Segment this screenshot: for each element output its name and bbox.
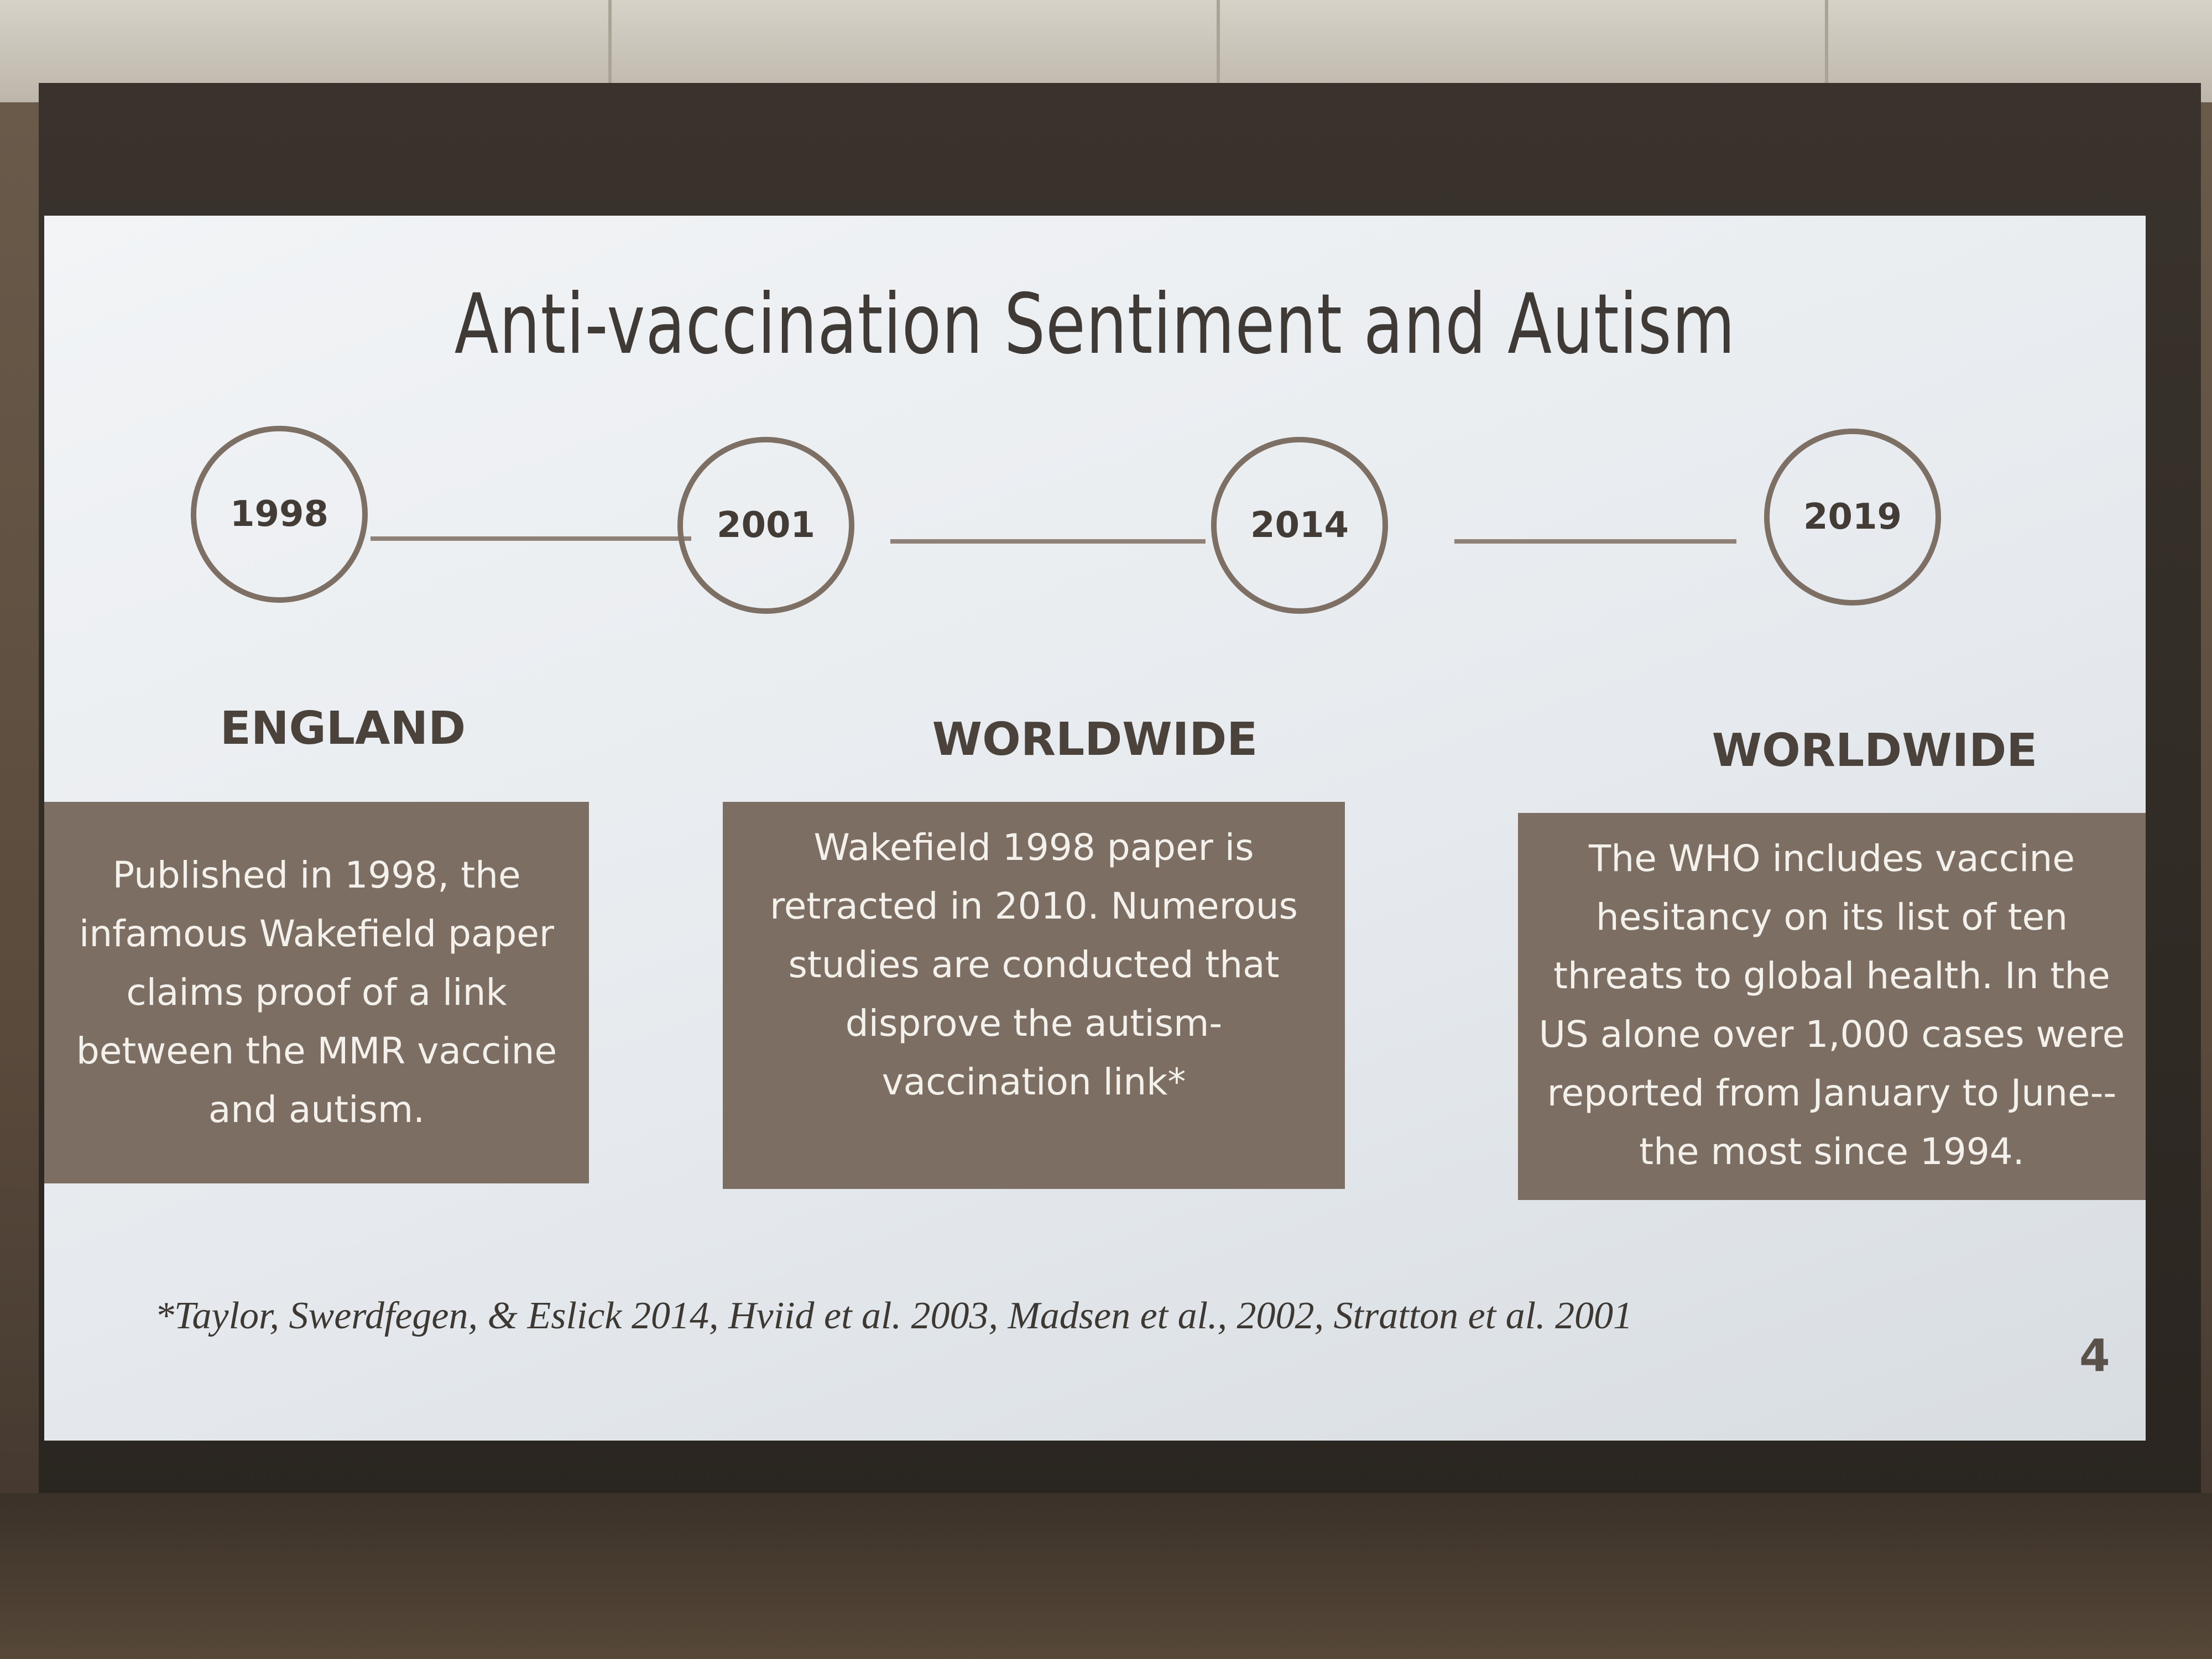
timeline-circle-1998: 1998: [191, 426, 368, 603]
timeline-connector: [371, 536, 691, 541]
timeline-connector: [1454, 539, 1736, 544]
timeline-year: 2001: [716, 505, 816, 546]
ceiling-tile-seam: [1825, 0, 1828, 102]
footnote-citations: *Taylor, Swerdfegen, & Eslick 2014, Hvii…: [155, 1295, 1633, 1337]
panel-text: Wakefield 1998 paper is retracted in 201…: [770, 826, 1298, 1103]
timeline-circle-2001: 2001: [677, 437, 854, 614]
timeline-year: 2019: [1803, 497, 1902, 538]
ceiling-tile-seam: [1217, 0, 1220, 102]
timeline-circle-2019: 2019: [1764, 429, 1941, 606]
panel-region-england: ENGLAND: [220, 702, 466, 755]
timeline-year: 2014: [1250, 505, 1349, 546]
panel-text: Published in 1998, the infamous Wakefiel…: [76, 854, 557, 1131]
lower-wall: [0, 1493, 2212, 1659]
panel-region-worldwide: WORLDWIDE: [932, 713, 1258, 766]
timeline-panel-1998: Published in 1998, the infamous Wakefiel…: [44, 802, 589, 1183]
presentation-slide: Anti-vaccination Sentiment and Autism 19…: [44, 216, 2146, 1441]
panel-text: The WHO includes vaccine hesitancy on it…: [1538, 837, 2125, 1173]
slide-page-number: 4: [2079, 1330, 2110, 1381]
timeline-connector: [890, 539, 1206, 544]
timeline-panel-2001: Wakefield 1998 paper is retracted in 201…: [723, 802, 1345, 1189]
timeline-year: 1998: [229, 494, 329, 535]
panel-region-worldwide: WORLDWIDE: [1712, 724, 2038, 777]
slide-title: Anti-vaccination Sentiment and Autism: [454, 276, 1736, 373]
timeline-circle-2014: 2014: [1211, 437, 1388, 614]
timeline-panel-2019: The WHO includes vaccine hesitancy on it…: [1518, 813, 2146, 1200]
ceiling-tile-seam: [608, 0, 612, 102]
